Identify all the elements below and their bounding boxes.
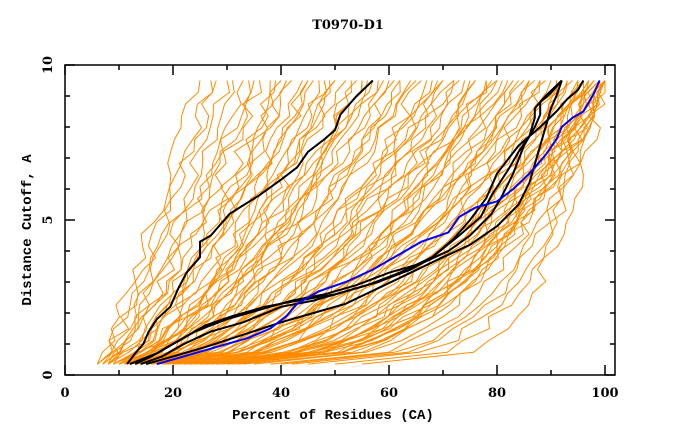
background-model-curve (291, 80, 606, 365)
background-model-curve (102, 80, 252, 365)
background-model-curve (205, 80, 559, 365)
background-model-curve (97, 80, 231, 365)
background-model-curve (162, 80, 602, 365)
background-model-curve (129, 80, 444, 365)
background-model-curve (102, 80, 214, 365)
background-model-curve (118, 80, 390, 365)
y-tick-label: 5 (41, 215, 56, 224)
x-tick-label: 40 (272, 386, 290, 401)
background-model-curve (113, 80, 255, 365)
x-tick-label: 60 (380, 386, 398, 401)
model-black-1-curve (126, 79, 374, 365)
background-model-curve (194, 80, 541, 365)
model-black-2-curve (134, 79, 563, 366)
background-model-curve (124, 80, 287, 365)
model-black-5-curve (129, 79, 563, 366)
background-model-curve (172, 80, 476, 365)
background-model-curve (129, 80, 433, 365)
background-model-curve (102, 80, 244, 365)
background-model-curve (221, 80, 590, 365)
background-model-curve (151, 80, 525, 365)
highlighted-model-curves (126, 79, 601, 366)
x-axis: 0 20 40 60 80 100 (60, 65, 619, 401)
background-model-curve (237, 80, 606, 365)
background-model-curve (172, 80, 606, 365)
y-axis: 0 5 10 (41, 56, 615, 380)
background-model-curve (118, 80, 379, 365)
background-model-curve (135, 80, 328, 365)
background-model-curve (226, 80, 579, 365)
background-model-curve (253, 80, 590, 365)
background-model-curve (107, 80, 309, 365)
background-model-curve (129, 80, 314, 365)
background-model-curve (194, 80, 601, 365)
background-model-curve (156, 80, 530, 365)
background-model-curve (97, 80, 217, 365)
background-model-curve (178, 80, 498, 365)
y-tick-label: 10 (41, 56, 56, 74)
background-model-curve (156, 80, 541, 365)
x-tick-label: 100 (591, 386, 618, 401)
background-model-curve (107, 80, 235, 365)
background-model-curves (96, 80, 606, 365)
background-model-curve (156, 80, 428, 365)
model-blue-curve (156, 80, 601, 366)
background-model-curve (145, 80, 498, 365)
x-tick-label: 20 (164, 386, 182, 401)
background-model-curve (140, 80, 476, 365)
background-model-curve (183, 80, 514, 365)
background-model-curve (124, 80, 401, 365)
background-model-curve (216, 80, 563, 365)
background-model-curve (280, 80, 600, 365)
background-model-curve (151, 80, 412, 365)
x-axis-label: Percent of Residues (CA) (232, 408, 434, 424)
background-model-curve (140, 80, 374, 365)
x-tick-label: 0 (60, 386, 69, 401)
background-model-curve (118, 80, 304, 365)
background-model-curve (129, 80, 336, 365)
background-model-curve (167, 80, 568, 365)
y-axis-label: Distance Cutoff, A (20, 154, 36, 306)
background-model-curve (361, 80, 606, 365)
background-model-curve (243, 80, 585, 365)
y-tick-label: 0 (41, 370, 56, 379)
background-model-curve (199, 80, 606, 365)
background-model-curve (270, 80, 595, 365)
background-model-curve (135, 80, 455, 365)
chart-title: T0970-D1 (312, 18, 384, 33)
background-model-curve (96, 80, 201, 365)
model-black-4-curve (145, 80, 563, 366)
x-tick-label: 80 (488, 386, 506, 401)
background-model-curve (307, 80, 606, 365)
